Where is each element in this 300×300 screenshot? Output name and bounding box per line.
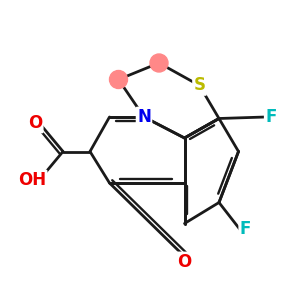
Text: S: S [194, 76, 206, 94]
Text: N: N [137, 108, 151, 126]
Circle shape [110, 70, 128, 88]
Text: OH: OH [18, 171, 46, 189]
Text: F: F [240, 220, 251, 238]
Circle shape [150, 54, 168, 72]
Text: O: O [177, 253, 192, 271]
Text: F: F [265, 108, 277, 126]
Text: O: O [28, 114, 42, 132]
